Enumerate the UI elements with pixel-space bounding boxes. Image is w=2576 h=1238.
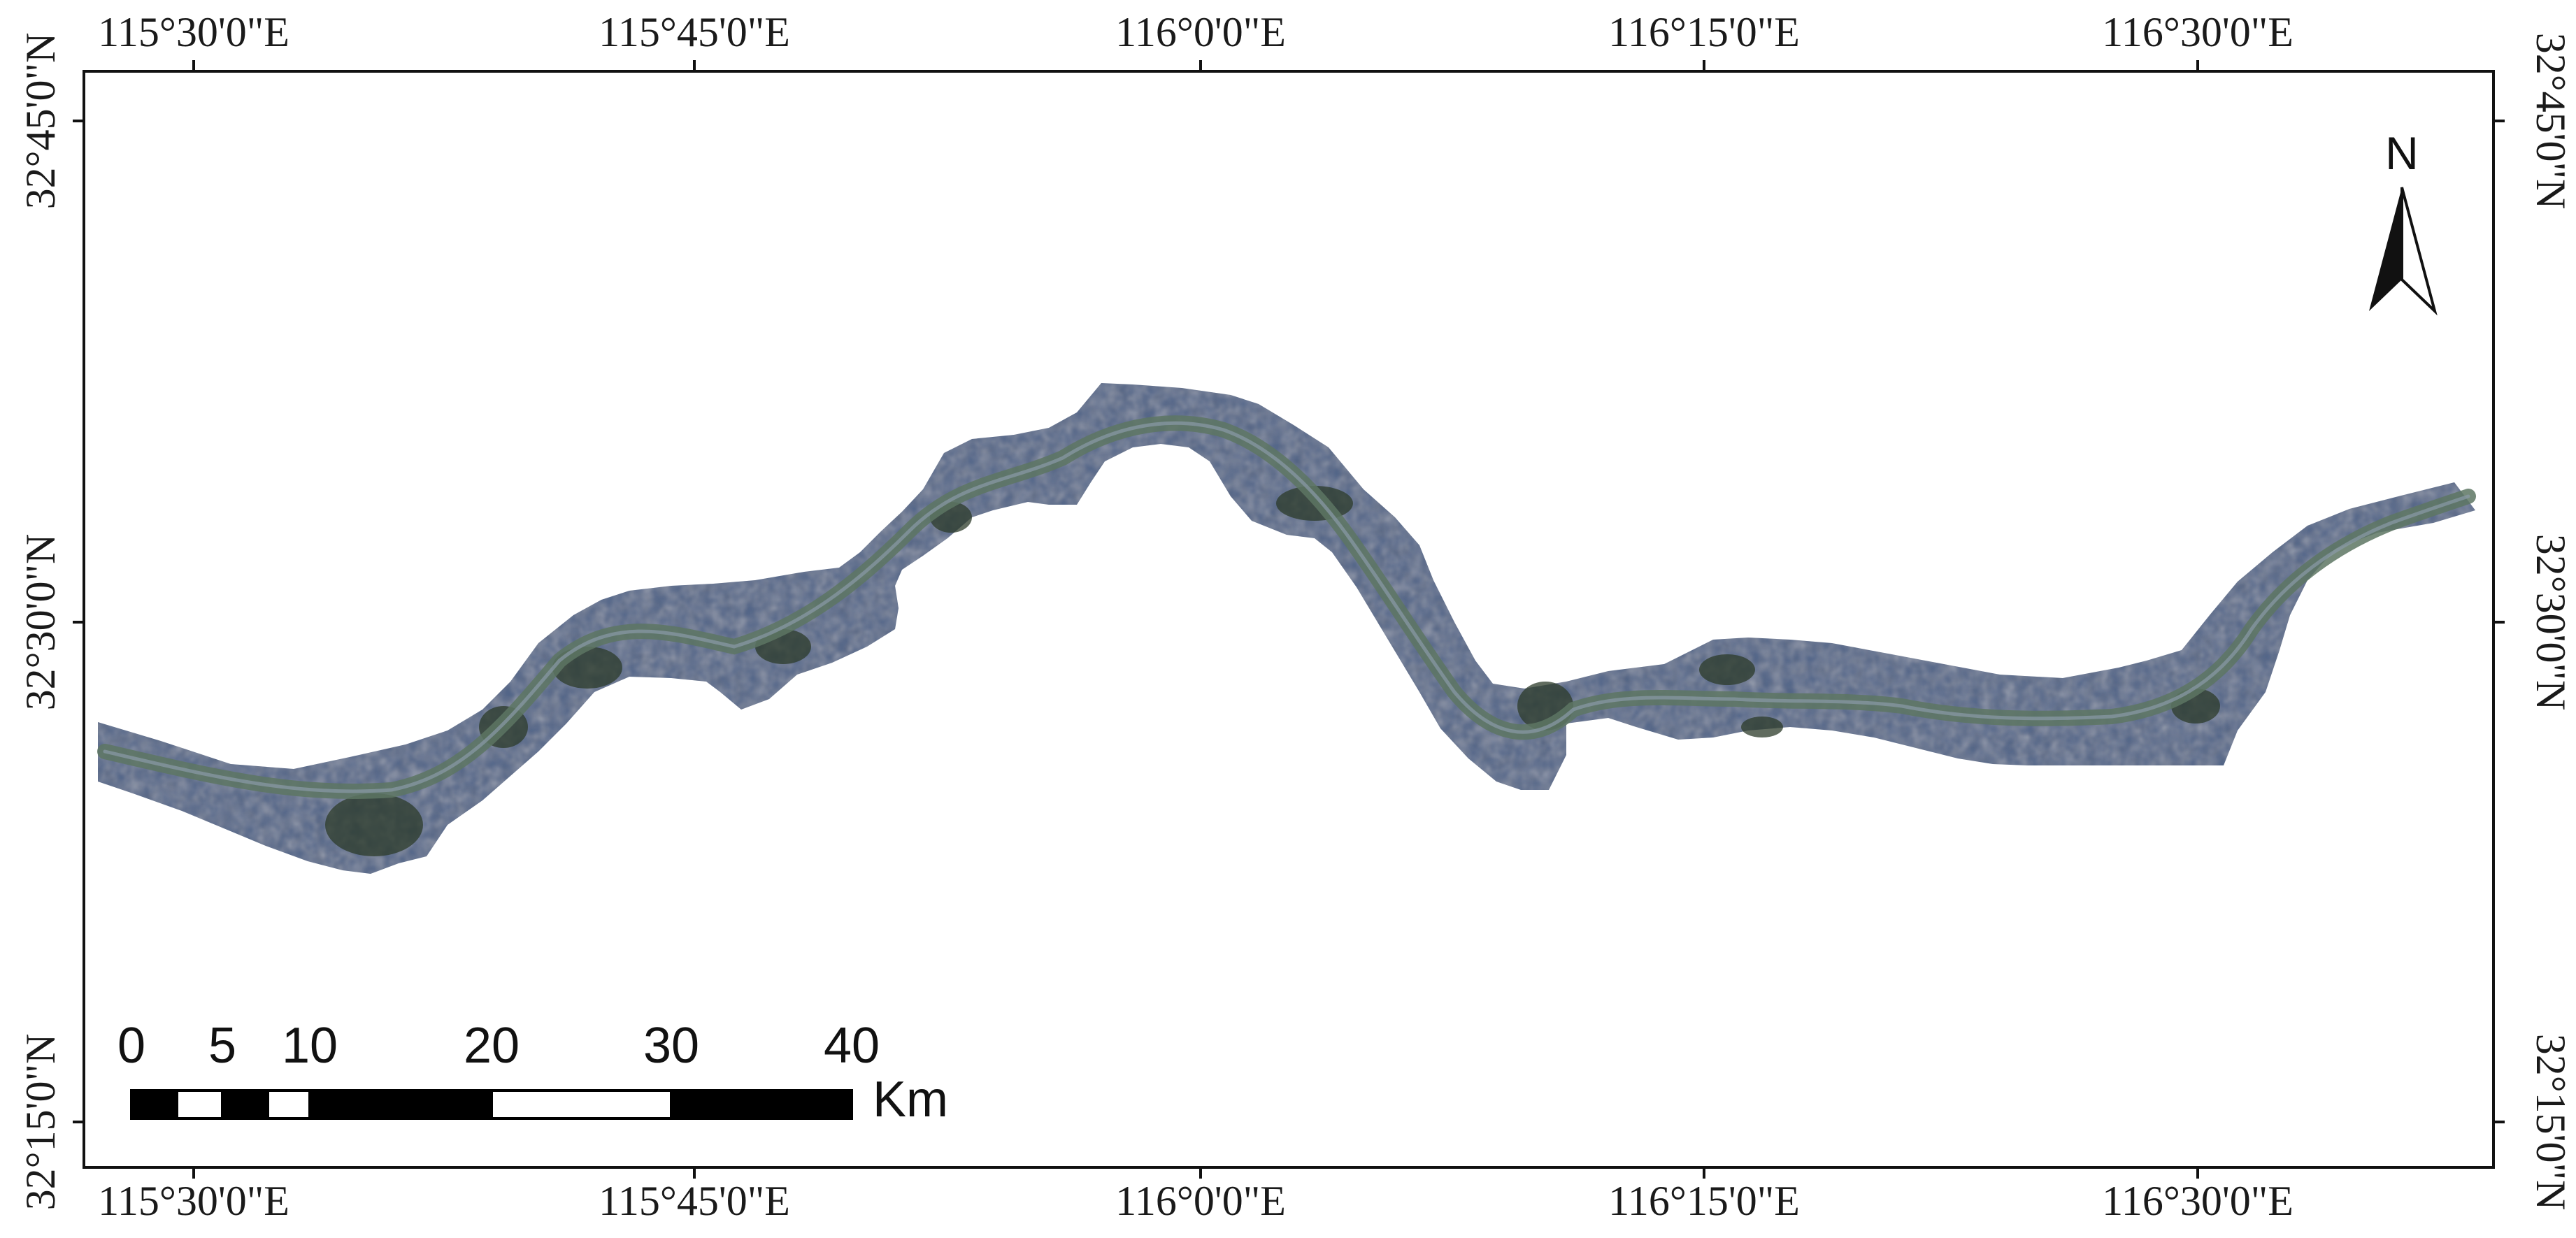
vegetation-patches — [325, 486, 2220, 856]
top-lon-label: 116°15'0"E — [1608, 9, 1800, 55]
scale-tick-label: 0 — [117, 1018, 145, 1074]
river-corridor — [97, 383, 2476, 874]
top-lon-label: 115°45'0"E — [599, 9, 790, 55]
map-frame — [83, 70, 2495, 1169]
scale-tick-label: 20 — [464, 1018, 520, 1074]
frame-ticks — [73, 60, 2505, 1179]
scale-tick-label: 30 — [643, 1018, 699, 1074]
left-lat-label: 32°45'0"N — [17, 33, 64, 210]
top-lon-label: 116°30'0"E — [2102, 9, 2294, 55]
scale-bar: 0 5 10 20 30 40 Km — [117, 1018, 948, 1128]
left-lat-label: 32°15'0"N — [17, 1034, 64, 1211]
left-latitude-labels: 32°45'0"N 32°30'0"N 32°15'0"N — [17, 33, 64, 1211]
scale-tick-label: 40 — [824, 1018, 880, 1074]
right-lat-label: 32°45'0"N — [2528, 33, 2574, 210]
right-lat-label: 32°30'0"N — [2528, 534, 2574, 711]
bottom-longitude-labels: 115°30'0"E 115°45'0"E 116°0'0"E 116°15'0… — [98, 1178, 2294, 1224]
north-arrow: N — [2369, 127, 2438, 316]
top-longitude-labels: 115°30'0"E 115°45'0"E 116°0'0"E 116°15'0… — [98, 9, 2294, 55]
bottom-lon-label: 115°30'0"E — [98, 1178, 289, 1224]
scale-unit-label: Km — [873, 1072, 948, 1128]
scale-tick-label: 10 — [282, 1018, 338, 1074]
bottom-lon-label: 116°0'0"E — [1115, 1178, 1286, 1224]
top-lon-label: 116°0'0"E — [1115, 9, 1286, 55]
north-arrow-icon — [2369, 187, 2438, 316]
left-lat-label: 32°30'0"N — [17, 534, 64, 711]
bottom-lon-label: 116°15'0"E — [1608, 1178, 1800, 1224]
bottom-lon-label: 115°45'0"E — [599, 1178, 790, 1224]
right-latitude-labels: 32°45'0"N 32°30'0"N 32°15'0"N — [2528, 33, 2574, 1211]
top-lon-label: 115°30'0"E — [98, 9, 289, 55]
right-lat-label: 32°15'0"N — [2528, 1034, 2574, 1211]
scale-tick-label: 5 — [208, 1018, 236, 1074]
north-label: N — [2385, 127, 2419, 179]
river-channel-highlight — [103, 421, 2470, 793]
bottom-lon-label: 116°30'0"E — [2102, 1178, 2294, 1224]
scale-bar-segments — [130, 1089, 853, 1120]
